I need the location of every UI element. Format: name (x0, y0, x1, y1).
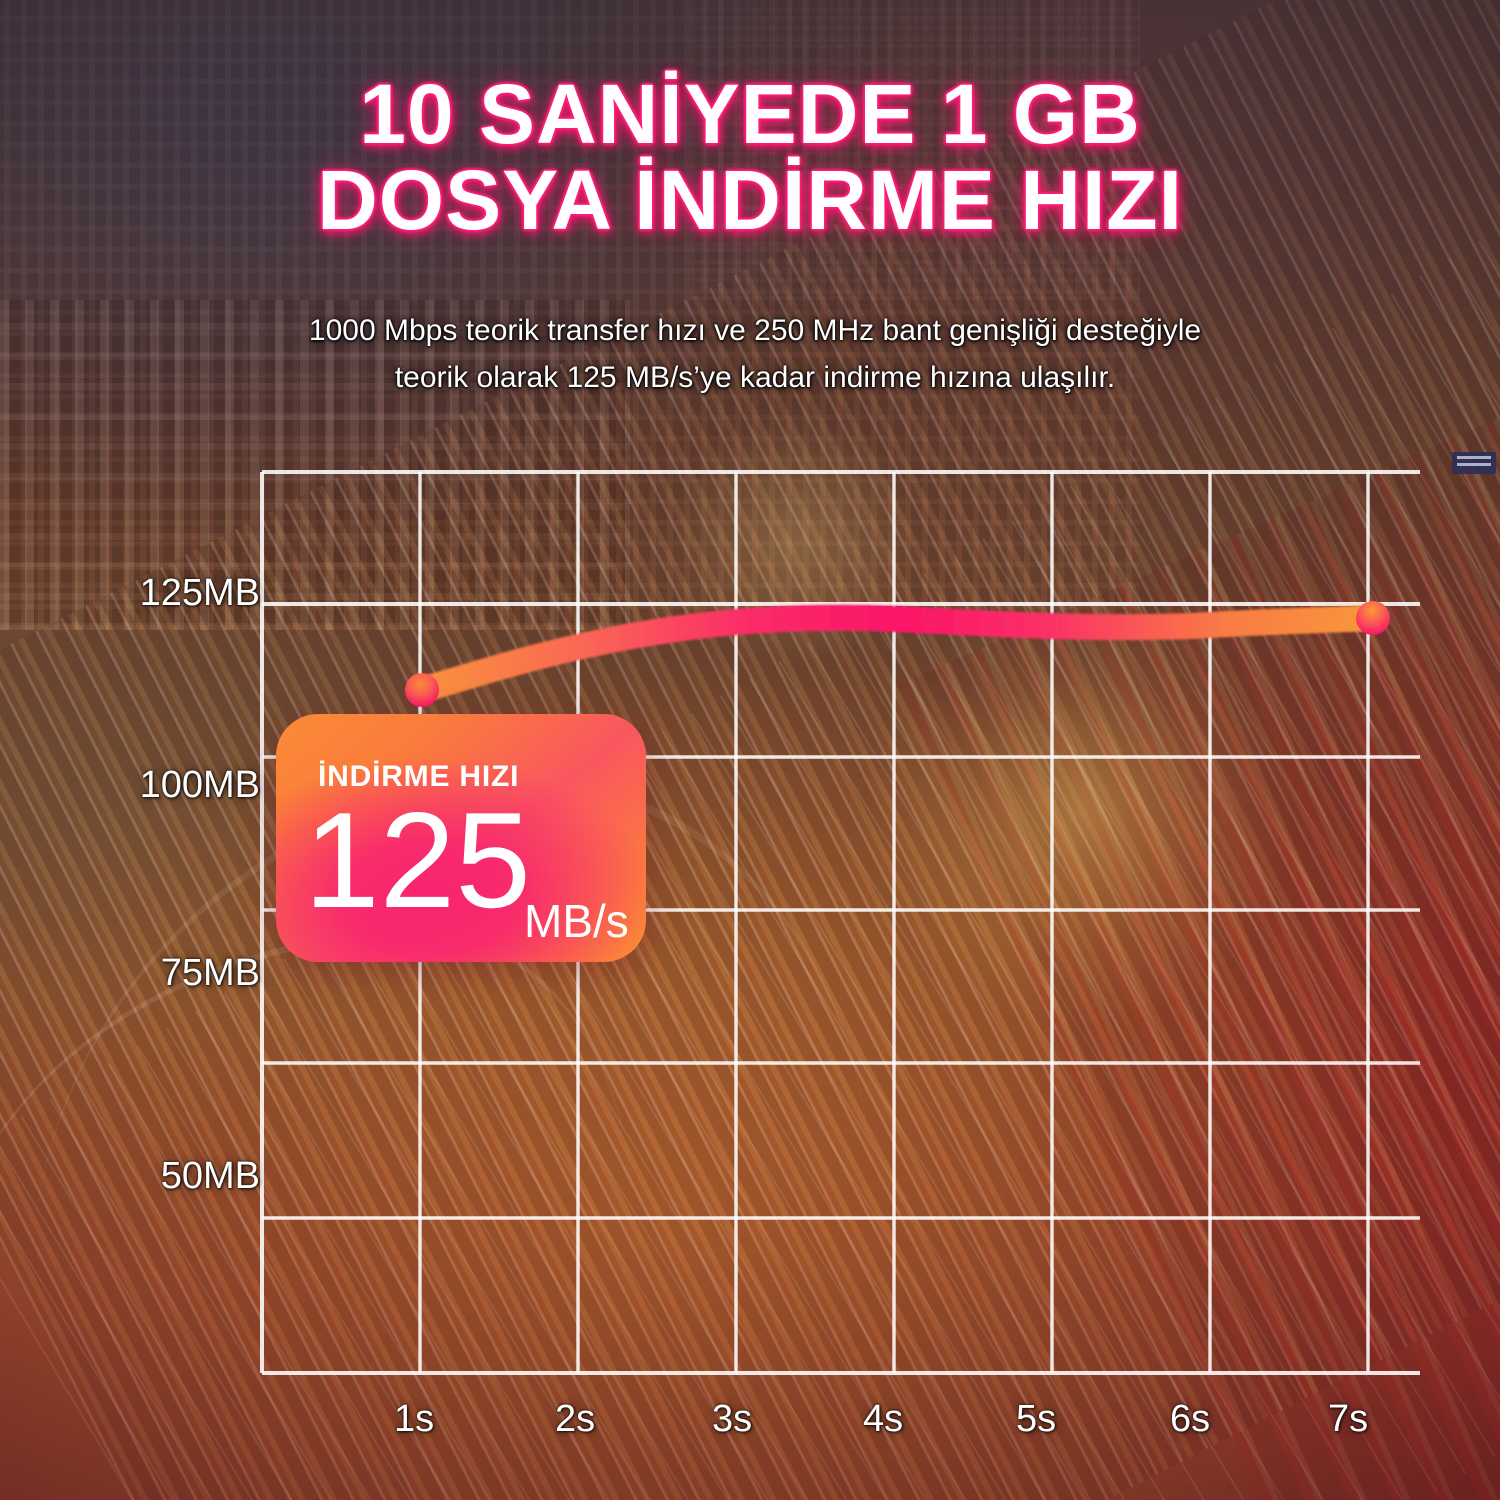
chart-marker-start (405, 673, 439, 707)
x-tick-label-1s: 1s (394, 1398, 435, 1440)
y-tick-label-75mb: 75MB (160, 952, 260, 994)
background-city-blocks (0, 0, 1140, 630)
background-city-blocks-2 (0, 300, 630, 630)
background-city-blocks-3 (690, 0, 1140, 300)
x-tick-label-3s: 3s (712, 1398, 753, 1440)
download-speed-badge: İNDİRME HIZI 125 MB/s (276, 714, 646, 962)
chart-marker-end (1356, 601, 1390, 635)
subtitle-line-1: 1000 Mbps teorik transfer hızı ve 250 MH… (308, 314, 1202, 347)
badge-title: İNDİRME HIZI (318, 760, 520, 793)
y-tick-label-125mb: 125MB (139, 572, 260, 614)
background-signage (1452, 452, 1496, 474)
badge-value: 125 (304, 784, 531, 936)
badge-unit: MB/s (524, 895, 629, 947)
x-tick-label-6s: 6s (1170, 1398, 1211, 1440)
x-tick-label-2s: 2s (555, 1398, 596, 1440)
x-tick-label-4s: 4s (863, 1398, 904, 1440)
page-subtitle: 1000 Mbps teorik transfer hızı ve 250 MH… (190, 308, 1320, 401)
chart-speed-curve (409, 604, 1385, 703)
x-tick-label-7s: 7s (1328, 1398, 1369, 1440)
y-tick-label-100mb: 100MB (139, 764, 260, 806)
headline-line-2: DOSYA İNDİRME HIZI (317, 152, 1183, 247)
x-tick-label-5s: 5s (1016, 1398, 1057, 1440)
headline-line-1: 10 SANİYEDE 1 GB (359, 67, 1141, 161)
page-title: 10 SANİYEDE 1 GB DOSYA İNDİRME HIZI (0, 71, 1500, 247)
y-tick-label-50mb: 50MB (160, 1155, 260, 1197)
subtitle-line-2: teorik olarak 125 MB/s’ye kadar indirme … (394, 360, 1116, 394)
